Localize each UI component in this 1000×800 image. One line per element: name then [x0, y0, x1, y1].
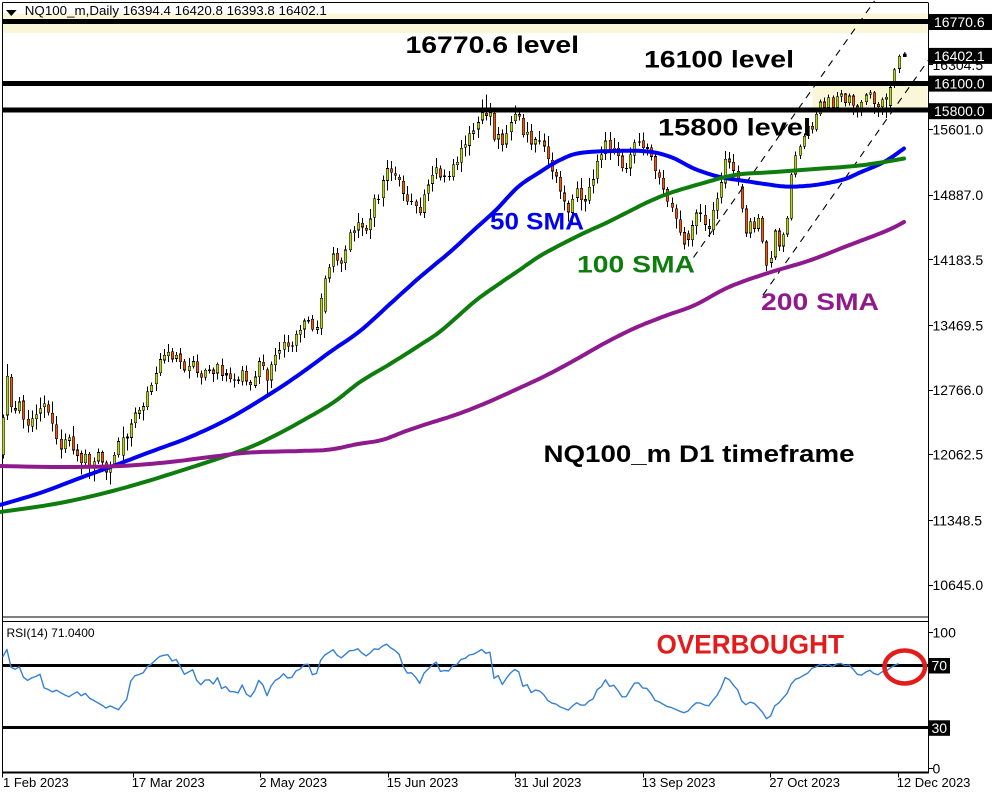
- svg-text:15800.0: 15800.0: [934, 103, 985, 119]
- svg-text:70: 70: [932, 658, 948, 674]
- svg-text:50 SMA: 50 SMA: [490, 209, 584, 236]
- svg-text:30: 30: [932, 720, 948, 736]
- svg-text:RSI(14) 71.0400: RSI(14) 71.0400: [7, 626, 95, 640]
- svg-text:16100.0: 16100.0: [934, 76, 985, 92]
- svg-text:17 Mar 2023: 17 Mar 2023: [132, 775, 205, 790]
- svg-text:15800 level: 15800 level: [658, 115, 811, 142]
- svg-text:11348.5: 11348.5: [933, 512, 983, 528]
- svg-text:16770.6 level: 16770.6 level: [406, 32, 580, 59]
- svg-text:OVERBOUGHT: OVERBOUGHT: [657, 630, 845, 660]
- svg-text:31 Jul 2023: 31 Jul 2023: [514, 775, 581, 790]
- svg-text:15 Jun 2023: 15 Jun 2023: [387, 775, 459, 790]
- svg-text:14887.0: 14887.0: [933, 187, 984, 203]
- svg-text:10645.0: 10645.0: [933, 577, 984, 593]
- svg-text:12 Dec 2023: 12 Dec 2023: [897, 775, 971, 790]
- svg-text:16100 level: 16100 level: [644, 47, 794, 74]
- svg-text:100: 100: [933, 625, 957, 641]
- svg-text:1 Feb 2023: 1 Feb 2023: [3, 775, 69, 790]
- svg-text:NQ100_m D1 timeframe: NQ100_m D1 timeframe: [544, 441, 855, 468]
- svg-text:13469.5: 13469.5: [933, 317, 984, 333]
- svg-text:12062.5: 12062.5: [933, 447, 984, 463]
- svg-text:16770.6: 16770.6: [934, 14, 985, 30]
- svg-text:NQ100_m,Daily 16394.4 16420.8: NQ100_m,Daily 16394.4 16420.8 16393.8 16…: [25, 3, 327, 18]
- svg-text:12766.0: 12766.0: [933, 382, 984, 398]
- svg-text:0: 0: [933, 761, 941, 777]
- svg-text:27 Oct 2023: 27 Oct 2023: [769, 775, 840, 790]
- svg-text:200 SMA: 200 SMA: [761, 289, 879, 316]
- svg-text:14183.5: 14183.5: [933, 252, 984, 268]
- svg-text:16402.1: 16402.1: [934, 48, 985, 64]
- svg-text:2 May 2023: 2 May 2023: [259, 775, 327, 790]
- svg-text:13 Sep 2023: 13 Sep 2023: [642, 775, 716, 790]
- svg-text:15601.0: 15601.0: [933, 122, 984, 138]
- svg-text:100 SMA: 100 SMA: [577, 252, 695, 279]
